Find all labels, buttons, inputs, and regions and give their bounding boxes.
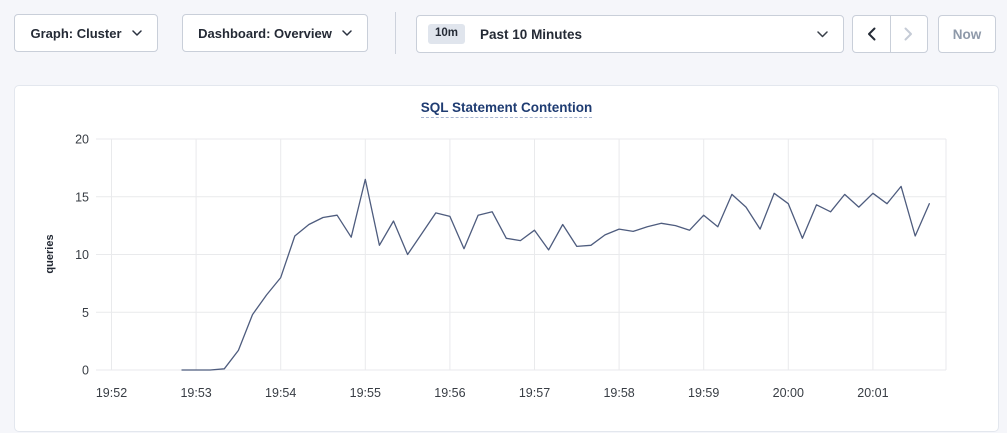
svg-text:19:54: 19:54 [265,386,296,400]
svg-text:19:59: 19:59 [688,386,719,400]
graph-dropdown-label: Graph: Cluster [30,25,122,41]
chevron-down-icon [342,30,352,36]
svg-text:19:53: 19:53 [180,386,211,400]
svg-text:15: 15 [75,190,89,204]
dashboard-dropdown[interactable]: Dashboard: Overview [182,14,368,52]
time-window-nav [852,15,928,53]
svg-text:19:52: 19:52 [96,386,127,400]
toolbar-divider [395,12,396,54]
time-window-next-button[interactable] [889,16,928,52]
svg-text:19:56: 19:56 [434,386,465,400]
svg-text:0: 0 [82,364,89,378]
svg-text:5: 5 [82,306,89,320]
graph-dropdown[interactable]: Graph: Cluster [14,14,158,52]
y-axis-label: queries [44,234,56,273]
time-window-badge: 10m [428,24,466,44]
svg-text:20: 20 [75,133,89,147]
svg-text:10: 10 [75,248,89,262]
now-button[interactable]: Now [938,15,996,53]
sql-contention-chart[interactable]: 0 5 10 15 20 19:52 19:53 19:54 19:55 19:56 19:57 19… [15,86,1000,433]
svg-text:19:58: 19:58 [603,386,634,400]
chevron-down-icon [817,30,828,37]
chart-card: SQL Statement Contention 0 5 10 15 20 19:52 19… [14,85,999,432]
chart-title[interactable]: SQL Statement Contention [420,100,593,118]
chart-line [181,178,930,371]
time-window-picker[interactable]: 10m Past 10 Minutes [416,15,844,53]
time-window-prev-button[interactable] [853,16,890,52]
chevron-right-icon [904,27,913,41]
chevron-left-icon [867,27,876,41]
chevron-down-icon [131,30,142,36]
svg-text:20:00: 20:00 [773,386,804,400]
dashboard-dropdown-label: Dashboard: Overview [198,25,332,41]
svg-text:19:57: 19:57 [519,386,550,400]
time-window-label: Past 10 Minutes [480,26,583,42]
chart-title-row: SQL Statement Contention [15,99,998,118]
svg-text:20:01: 20:01 [857,386,888,400]
svg-text:19:55: 19:55 [350,386,381,400]
